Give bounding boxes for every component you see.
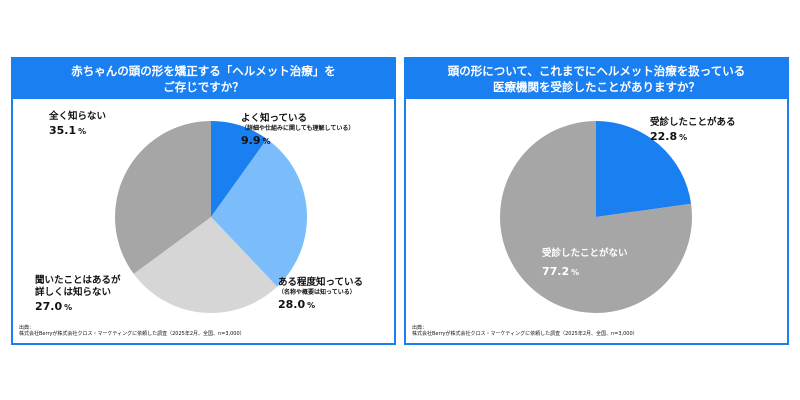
source-label: 出典： — [412, 325, 428, 331]
slice-value: 77.2% — [542, 266, 628, 279]
pie-slice-2 — [133, 217, 278, 314]
slice-label-visited: 受診したことがある 22.8% — [650, 117, 736, 144]
chart-title: 赤ちゃんの頭の形を矯正する「ヘルメット治療」を ご存じですか？ — [13, 59, 394, 99]
slice-label-somewhat-known: ある程度知っている （名称や概要は知っている） 28.0% — [278, 277, 363, 312]
slice-name-line2: 詳しくは知らない — [35, 287, 112, 298]
slice-value-number: 35.1 — [49, 124, 77, 137]
slice-value-unit: % — [679, 133, 688, 142]
pie-slice-0 — [596, 121, 692, 217]
pie-chart-awareness — [114, 121, 307, 314]
slice-value-unit: % — [571, 268, 580, 277]
slice-value-unit: % — [78, 127, 87, 136]
slice-label-well-known: よく知っている （詳細や仕組みに関しても理解している） 9.9% — [241, 113, 354, 148]
slice-value-unit: % — [262, 137, 271, 146]
slice-name: 受診したことがない — [542, 248, 628, 259]
slice-value-number: 9.9 — [241, 134, 261, 147]
slice-value-number: 22.8 — [650, 130, 678, 143]
pie-slice-0 — [211, 121, 267, 217]
source-note: 出典： 株式会社Berryが株式会社クロス・マーケティングに依頼した調査（202… — [412, 325, 638, 337]
slice-name: 受診したことがある — [650, 117, 736, 128]
slice-value-number: 28.0 — [278, 298, 306, 311]
chart-title-line2: 医療機関を受診したことがありますか？ — [493, 80, 700, 94]
slice-name: ある程度知っている — [278, 277, 364, 288]
slice-value-number: 27.0 — [35, 300, 63, 313]
source-text: 株式会社Berryが株式会社クロス・マーケティングに依頼した調査（2025年2月… — [19, 331, 245, 337]
slice-value: 35.1% — [49, 125, 106, 138]
chart-title-line1: 赤ちゃんの頭の形を矯正する「ヘルメット治療」を — [71, 64, 336, 78]
slice-value-unit: % — [64, 303, 73, 312]
chart-title-line2: ご存じですか？ — [163, 80, 244, 94]
chart-panel-awareness: 赤ちゃんの頭の形を矯正する「ヘルメット治療」を ご存じですか？ よく知っている … — [11, 57, 396, 345]
pie-slice-1 — [211, 138, 307, 287]
slice-value: 22.8% — [650, 131, 736, 144]
slice-label-not-known: 全く知らない 35.1% — [49, 111, 106, 138]
slice-name: よく知っている — [241, 113, 308, 124]
pie-slice-3 — [114, 121, 211, 274]
slice-sublabel: （詳細や仕組みに関しても理解している） — [241, 125, 355, 132]
source-text: 株式会社Berryが株式会社クロス・マーケティングに依頼した調査（2025年2月… — [412, 331, 638, 337]
chart-title-line1: 頭の形について、これまでにヘルメット治療を扱っている — [447, 64, 746, 78]
slice-value-number: 77.2 — [542, 265, 570, 278]
slice-value-unit: % — [307, 301, 316, 310]
slice-value: 27.0% — [35, 301, 121, 314]
source-label: 出典： — [19, 325, 35, 331]
slice-sublabel: （名称や概要は知っている） — [278, 289, 356, 296]
slice-label-heard-of: 聞いたことはあるが 詳しくは知らない 27.0% — [35, 275, 121, 314]
chart-panel-visited: 頭の形について、これまでにヘルメット治療を扱っている 医療機関を受診したことがあ… — [404, 57, 789, 345]
slice-value: 28.0% — [278, 299, 363, 312]
slice-label-not-visited: 受診したことがない 77.2% — [542, 248, 628, 279]
chart-title: 頭の形について、これまでにヘルメット治療を扱っている 医療機関を受診したことがあ… — [406, 59, 787, 99]
slice-name: 全く知らない — [49, 111, 107, 122]
pie-chart-visited — [500, 121, 692, 313]
pie-slice-1 — [500, 121, 692, 313]
slice-name: 聞いたことはあるが — [35, 275, 121, 286]
source-note: 出典： 株式会社Berryが株式会社クロス・マーケティングに依頼した調査（202… — [19, 325, 245, 337]
slice-value: 9.9% — [241, 135, 354, 148]
